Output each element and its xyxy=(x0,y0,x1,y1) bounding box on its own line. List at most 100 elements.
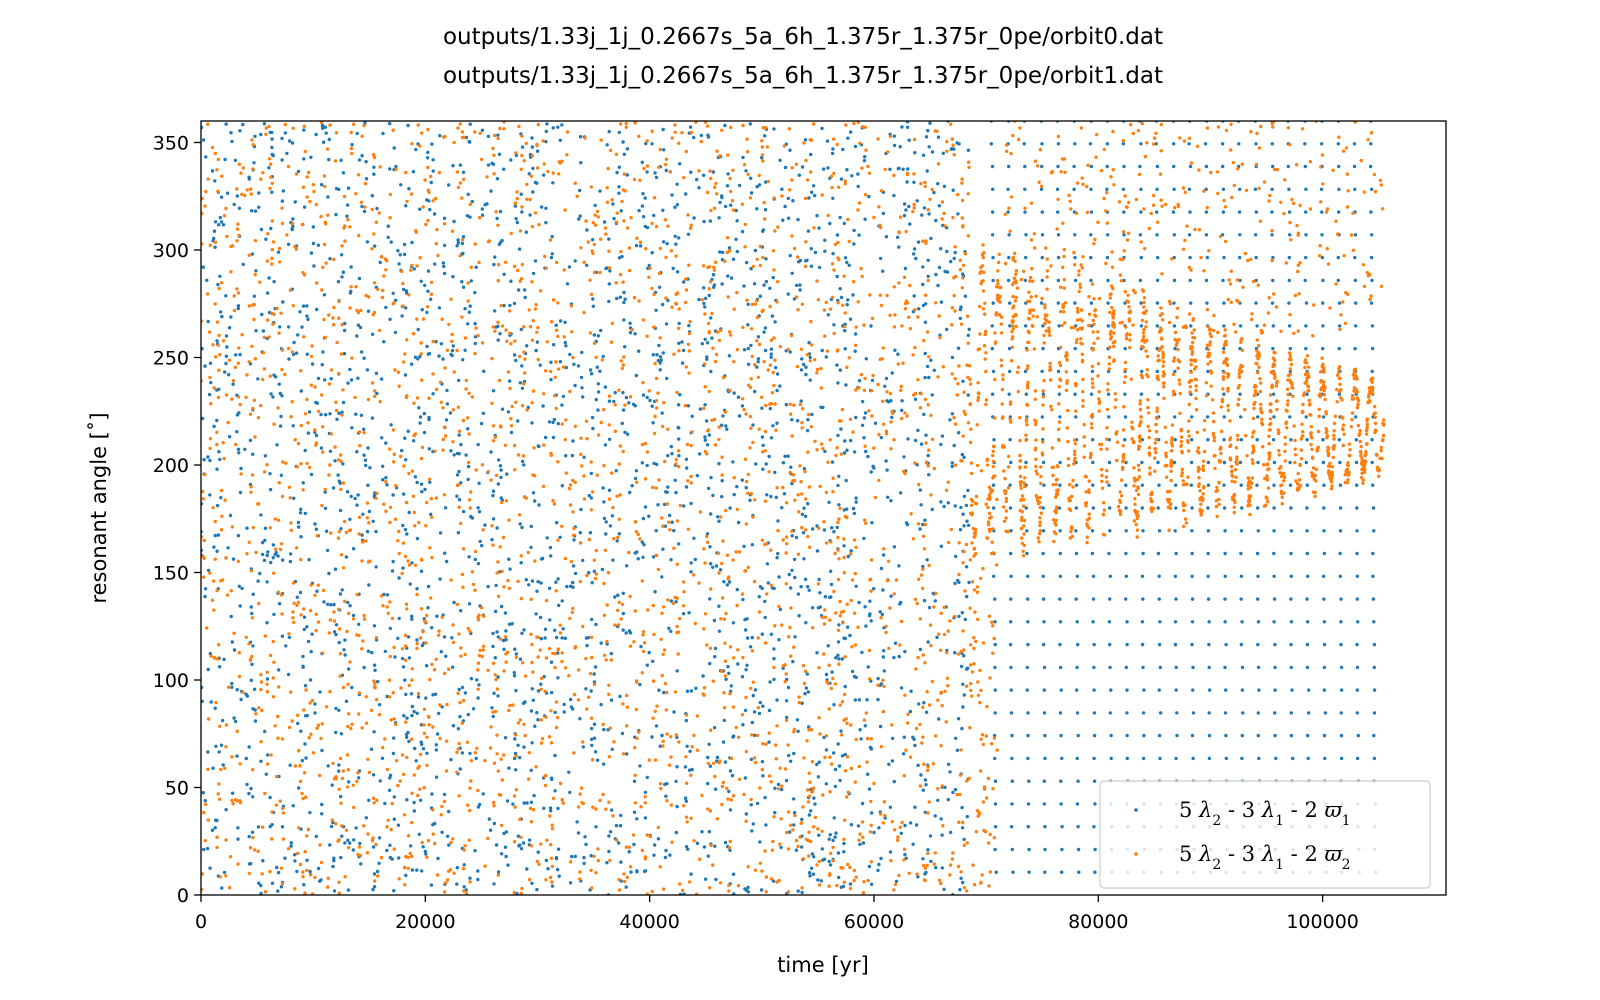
series-1-point xyxy=(265,553,269,558)
series-1-point xyxy=(967,580,971,585)
series-1-point xyxy=(670,520,674,524)
series-2-point xyxy=(950,857,955,861)
series-2-point xyxy=(536,357,540,362)
series-1-point xyxy=(956,212,960,216)
series-1-point xyxy=(524,230,528,234)
series-1-point xyxy=(296,169,301,174)
series-1-point xyxy=(445,559,449,564)
series-1-point xyxy=(287,357,291,361)
series-1-point xyxy=(1023,187,1027,191)
series-2-point xyxy=(514,733,518,737)
series-2-point xyxy=(299,557,303,562)
series-1-point xyxy=(224,334,229,338)
series-2-point xyxy=(828,872,832,876)
series-2-point xyxy=(651,603,655,608)
series-1-point xyxy=(933,599,937,603)
series-1-point xyxy=(495,526,499,530)
series-1-point xyxy=(431,392,435,396)
series-2-point xyxy=(455,750,459,754)
series-1-point xyxy=(591,426,595,431)
series-1-point xyxy=(357,158,362,162)
series-1-point xyxy=(476,877,480,882)
series-1-point xyxy=(332,889,337,893)
series-1-point xyxy=(1125,620,1129,624)
series-1-point xyxy=(443,551,447,555)
series-1-point xyxy=(1207,620,1211,624)
series-1-point xyxy=(957,614,961,619)
series-2-point xyxy=(390,616,395,621)
series-1-point xyxy=(343,653,347,657)
series-2-point xyxy=(212,608,216,612)
series-1-point xyxy=(787,572,791,577)
series-1-point xyxy=(433,692,438,696)
series-1-point xyxy=(208,866,212,870)
series-1-point xyxy=(660,302,665,307)
series-2-point xyxy=(292,601,296,605)
series-1-point xyxy=(1189,483,1194,487)
series-2-point xyxy=(592,242,596,247)
series-1-point xyxy=(794,848,799,852)
series-1-point xyxy=(619,860,623,864)
series-1-point xyxy=(305,304,309,308)
series-1-point xyxy=(755,801,760,806)
series-1-point xyxy=(760,156,764,160)
series-1-point xyxy=(513,737,517,741)
series-2-point xyxy=(283,372,287,377)
series-2-point xyxy=(907,871,911,875)
series-2-point xyxy=(741,655,745,660)
series-2-point xyxy=(707,287,711,291)
series-2-point xyxy=(360,134,364,138)
series-2-point xyxy=(708,169,712,173)
series-1-point xyxy=(918,488,922,492)
series-1-point xyxy=(788,148,792,152)
series-1-point xyxy=(345,490,350,494)
series-1-point xyxy=(1290,688,1294,692)
series-1-point xyxy=(1023,278,1027,283)
series-1-point xyxy=(772,657,776,661)
series-1-point xyxy=(219,195,224,199)
series-1-point xyxy=(613,391,617,395)
series-1-point xyxy=(366,446,370,450)
series-1-point xyxy=(823,238,827,242)
series-1-point xyxy=(1172,278,1177,283)
series-1-point xyxy=(703,337,707,341)
series-2-point xyxy=(777,604,781,609)
series-2-point xyxy=(224,723,229,727)
series-1-point xyxy=(794,283,799,288)
series-2-point xyxy=(392,452,396,456)
series-1-point xyxy=(302,883,306,887)
series-2-point xyxy=(554,700,559,704)
series-1-point xyxy=(923,778,928,782)
series-1-point xyxy=(434,775,439,779)
series-1-point xyxy=(507,766,511,770)
series-1-point xyxy=(1139,142,1143,146)
series-1-point xyxy=(903,823,907,828)
series-1-point xyxy=(568,697,573,702)
series-1-point xyxy=(942,184,947,188)
series-2-point xyxy=(502,585,506,589)
series-1-point xyxy=(410,617,414,621)
series-1-point xyxy=(838,215,842,220)
series-2-point xyxy=(646,608,650,612)
series-1-point xyxy=(476,506,480,510)
series-1-point xyxy=(439,650,443,654)
series-1-point xyxy=(381,131,385,136)
series-1-point xyxy=(615,170,619,175)
series-1-point xyxy=(257,881,261,885)
series-2-point xyxy=(805,788,810,792)
series-1-point xyxy=(1026,825,1030,829)
series-1-point xyxy=(903,649,907,654)
series-1-point xyxy=(560,636,564,640)
series-1-point xyxy=(657,688,661,692)
series-2-point xyxy=(794,162,799,166)
series-2-point xyxy=(873,495,878,500)
series-1-point xyxy=(556,422,560,426)
series-1-point xyxy=(1321,278,1325,283)
series-2-point xyxy=(800,525,804,530)
series-2-point xyxy=(519,596,523,601)
series-1-point xyxy=(661,127,665,132)
series-1-point xyxy=(400,656,405,661)
series-1-point xyxy=(809,866,814,870)
series-1-point xyxy=(348,841,352,845)
series-2-point xyxy=(496,279,500,283)
